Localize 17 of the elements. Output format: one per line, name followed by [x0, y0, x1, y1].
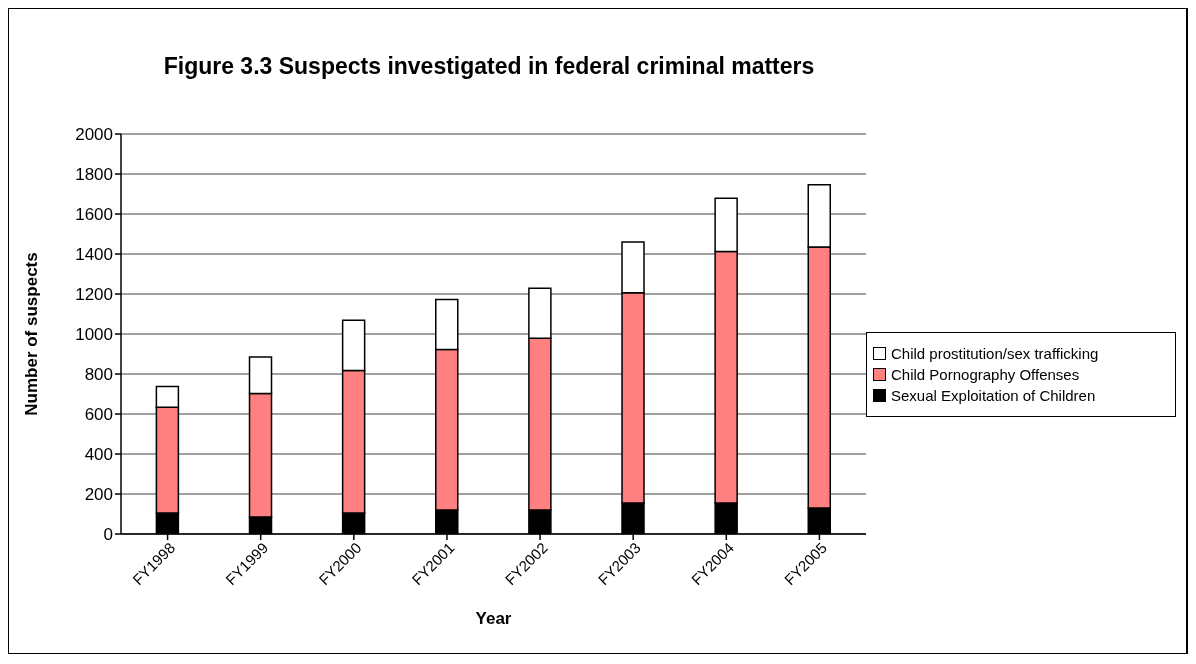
legend-label: Sexual Exploitation of Children [891, 386, 1096, 404]
y-tick-label: 600 [84, 405, 113, 425]
y-tick-label: 1600 [75, 205, 113, 225]
y-tick-label: 400 [84, 445, 113, 465]
y-tick-label: 1400 [75, 245, 113, 265]
y-axis-title: Number of suspects [22, 252, 42, 416]
y-tick-label: 1800 [75, 165, 113, 185]
y-tick-label: 0 [103, 525, 113, 545]
legend-label: Child prostitution/sex trafficking [891, 344, 1099, 362]
legend-label: Child Pornography Offenses [891, 365, 1080, 383]
chart-title: Figure 3.3 Suspects investigated in federal criminal matters [162, 53, 816, 80]
x-axis-title: Year [475, 609, 512, 628]
y-tick-label: 200 [84, 485, 113, 505]
y-tick-label: 1200 [75, 285, 113, 305]
y-tick-label: 800 [84, 365, 113, 385]
y-tick-label: 1000 [75, 325, 113, 345]
y-tick-label: 2000 [75, 125, 113, 145]
